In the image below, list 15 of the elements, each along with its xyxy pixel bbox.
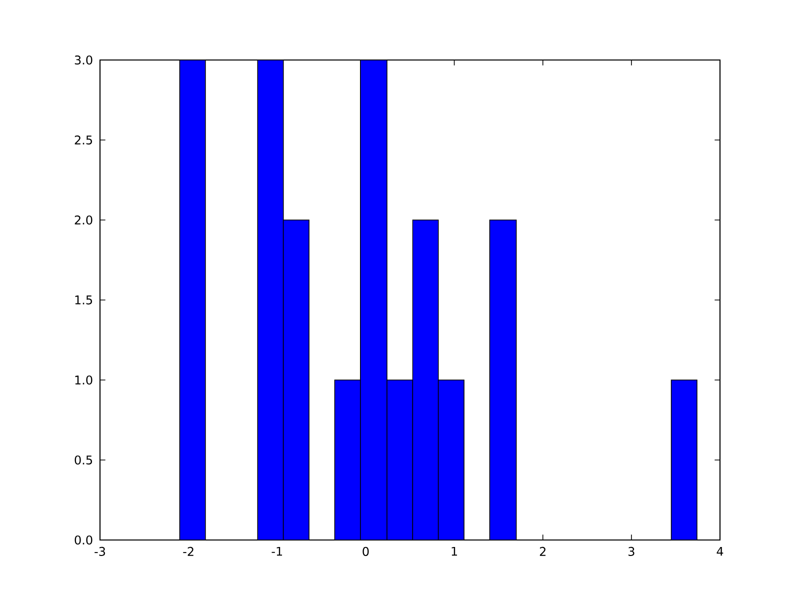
y-tick-label: 1.0 xyxy=(75,375,92,385)
x-tick-label: -2 xyxy=(183,546,194,556)
x-tick-label: 0 xyxy=(362,546,369,556)
x-tick-label: -3 xyxy=(94,546,106,556)
y-tick-label: 2.0 xyxy=(74,215,92,225)
y-tick-label: 2.5 xyxy=(74,135,92,145)
x-tick-label: 1 xyxy=(452,546,457,556)
y-tick-label: 0.5 xyxy=(74,455,92,465)
y-tick-label: 3.0 xyxy=(74,55,92,65)
y-tick-label: 0.0 xyxy=(74,535,92,545)
x-tick-label: 2 xyxy=(540,546,546,556)
y-tick-label: 1.5 xyxy=(75,296,92,304)
x-tick-label: -1 xyxy=(272,546,282,556)
x-tick-label: 3 xyxy=(628,546,634,556)
x-tick-label: 4 xyxy=(716,546,724,556)
